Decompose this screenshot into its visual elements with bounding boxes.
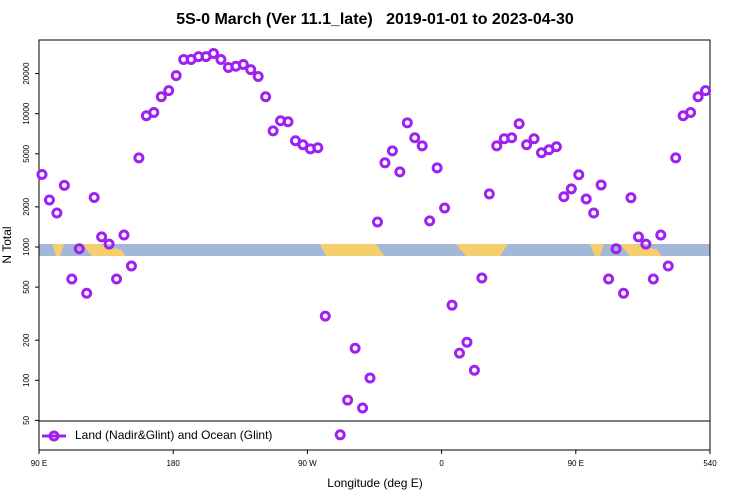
point (491, 140, 503, 152)
point (416, 140, 428, 152)
point (409, 132, 421, 144)
point (371, 216, 383, 228)
x-tick-label: 180 (167, 459, 181, 468)
point (453, 347, 465, 359)
y-axis-label: N Total (0, 226, 14, 263)
legend-text: Land (Nadir&Glint) and Ocean (Glint) (75, 428, 272, 442)
point (610, 243, 622, 255)
y-tick-label: 5000 (22, 144, 31, 162)
x-tick-label: 0 (439, 459, 444, 468)
point (550, 141, 562, 153)
point (260, 91, 272, 103)
point (118, 229, 130, 241)
point (640, 238, 652, 250)
point (215, 53, 227, 65)
point (267, 125, 279, 137)
point (364, 372, 376, 384)
point (125, 260, 137, 272)
x-tick-label: 540 (703, 459, 717, 468)
point (81, 287, 93, 299)
point (528, 133, 540, 145)
point (319, 310, 331, 322)
y-tick-label: 2000 (22, 197, 31, 215)
point (207, 47, 219, 59)
point (483, 188, 495, 200)
point (51, 207, 63, 219)
point (245, 64, 257, 76)
point (670, 152, 682, 164)
point (565, 183, 577, 195)
point (662, 260, 674, 272)
x-axis-label: Longitude (deg E) (327, 476, 422, 490)
point (618, 287, 630, 299)
point (506, 132, 518, 144)
point (692, 91, 704, 103)
point (43, 194, 55, 206)
point (647, 273, 659, 285)
y-tick-label: 20000 (22, 62, 31, 85)
legend-marker (48, 430, 60, 442)
surface-strip (39, 244, 710, 256)
point (88, 192, 100, 204)
point (632, 231, 644, 243)
point (133, 152, 145, 164)
y-tick-label: 1000 (22, 238, 31, 256)
point (461, 336, 473, 348)
point (170, 70, 182, 82)
point (625, 192, 637, 204)
point (312, 142, 324, 154)
point (580, 193, 592, 205)
point (73, 243, 85, 255)
point (379, 157, 391, 169)
x-tick-label: 90 E (31, 459, 47, 468)
x-tick-label: 90 W (298, 459, 317, 468)
point (513, 118, 525, 130)
point (36, 168, 48, 180)
point (655, 229, 667, 241)
point (700, 85, 712, 97)
point (424, 215, 436, 227)
y-tick-label: 10000 (22, 102, 31, 125)
x-tick-label: 90 E (568, 459, 584, 468)
point (357, 402, 369, 414)
y-tick-label: 500 (22, 280, 31, 294)
point (603, 273, 615, 285)
point (394, 166, 406, 178)
point (96, 231, 108, 243)
point (446, 299, 458, 311)
point (595, 179, 607, 191)
point (66, 273, 78, 285)
point (111, 273, 123, 285)
y-tick-label: 100 (22, 373, 31, 387)
point (468, 364, 480, 376)
point (282, 116, 294, 128)
point (148, 107, 160, 119)
point (558, 191, 570, 203)
point (155, 91, 167, 103)
point (439, 202, 451, 214)
plot-frame (38, 39, 711, 451)
point (103, 238, 115, 250)
point (431, 162, 443, 174)
point (252, 71, 264, 83)
point (521, 139, 533, 151)
y-tick-label: 50 (22, 415, 31, 424)
point (573, 169, 585, 181)
point (342, 394, 354, 406)
point (237, 58, 249, 70)
y-tick-label: 200 (22, 333, 31, 347)
chart-title: 5S-0 March (Ver 11.1_late) 2019-01-01 to… (176, 11, 574, 28)
point (58, 179, 70, 191)
point (588, 207, 600, 219)
point (685, 107, 697, 119)
point (349, 342, 361, 354)
point (401, 117, 413, 129)
point (386, 145, 398, 157)
point (334, 429, 346, 441)
point (163, 85, 175, 97)
point (476, 272, 488, 284)
